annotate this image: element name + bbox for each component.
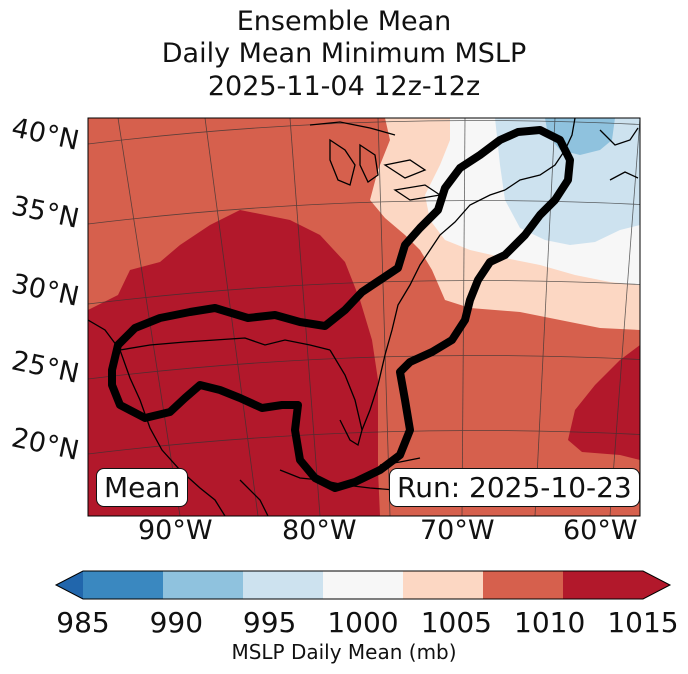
colorbar-outline (54, 570, 672, 600)
run-date-box: Run: 2025-10-23 (389, 468, 640, 507)
colorbar-tick-label: 995 (242, 606, 297, 639)
colorbar-tick-label: 1015 (607, 606, 679, 639)
colorbar (54, 570, 672, 600)
colorbar-segment (483, 571, 564, 599)
colorbar-segment (323, 571, 404, 599)
colorbar-segment (83, 571, 164, 599)
graticule (88, 118, 640, 516)
map-frame (87, 117, 641, 517)
mean-label-box: Mean (96, 468, 189, 507)
colorbar-tick-label: 1000 (327, 606, 399, 639)
lon-label-60w: 60°W (563, 515, 638, 546)
field-1010-1015-gulf (88, 210, 380, 516)
colorbar-segment (163, 571, 244, 599)
title-line-3: 2025-11-04 12z-12z (207, 71, 481, 102)
lon-label-90w: 90°W (138, 515, 213, 546)
lon-label-70w: 70°W (420, 515, 495, 546)
title-line-1: Ensemble Mean (236, 6, 452, 37)
coastlines (88, 118, 639, 516)
colorbar-tick-label: 990 (149, 606, 204, 639)
colorbar-tick-label: 1010 (514, 606, 586, 639)
probability-contour (108, 126, 574, 492)
colorbar-under-arrow (56, 571, 83, 599)
colorbar-over-arrow (643, 571, 670, 599)
field-1010-1015-atlantic (568, 345, 640, 460)
colorbar-tick-label: 985 (56, 606, 110, 639)
lon-label-80w: 80°W (282, 515, 357, 546)
colorbar-segment (403, 571, 484, 599)
colorbar-segment (243, 571, 324, 599)
map-field (88, 118, 640, 516)
colorbar-tick-label: 1005 (420, 606, 492, 639)
title-line-2: Daily Mean Minimum MSLP (161, 38, 527, 69)
colorbar-segment (563, 571, 644, 599)
colorbar-label: MSLP Daily Mean (mb) (231, 640, 457, 664)
